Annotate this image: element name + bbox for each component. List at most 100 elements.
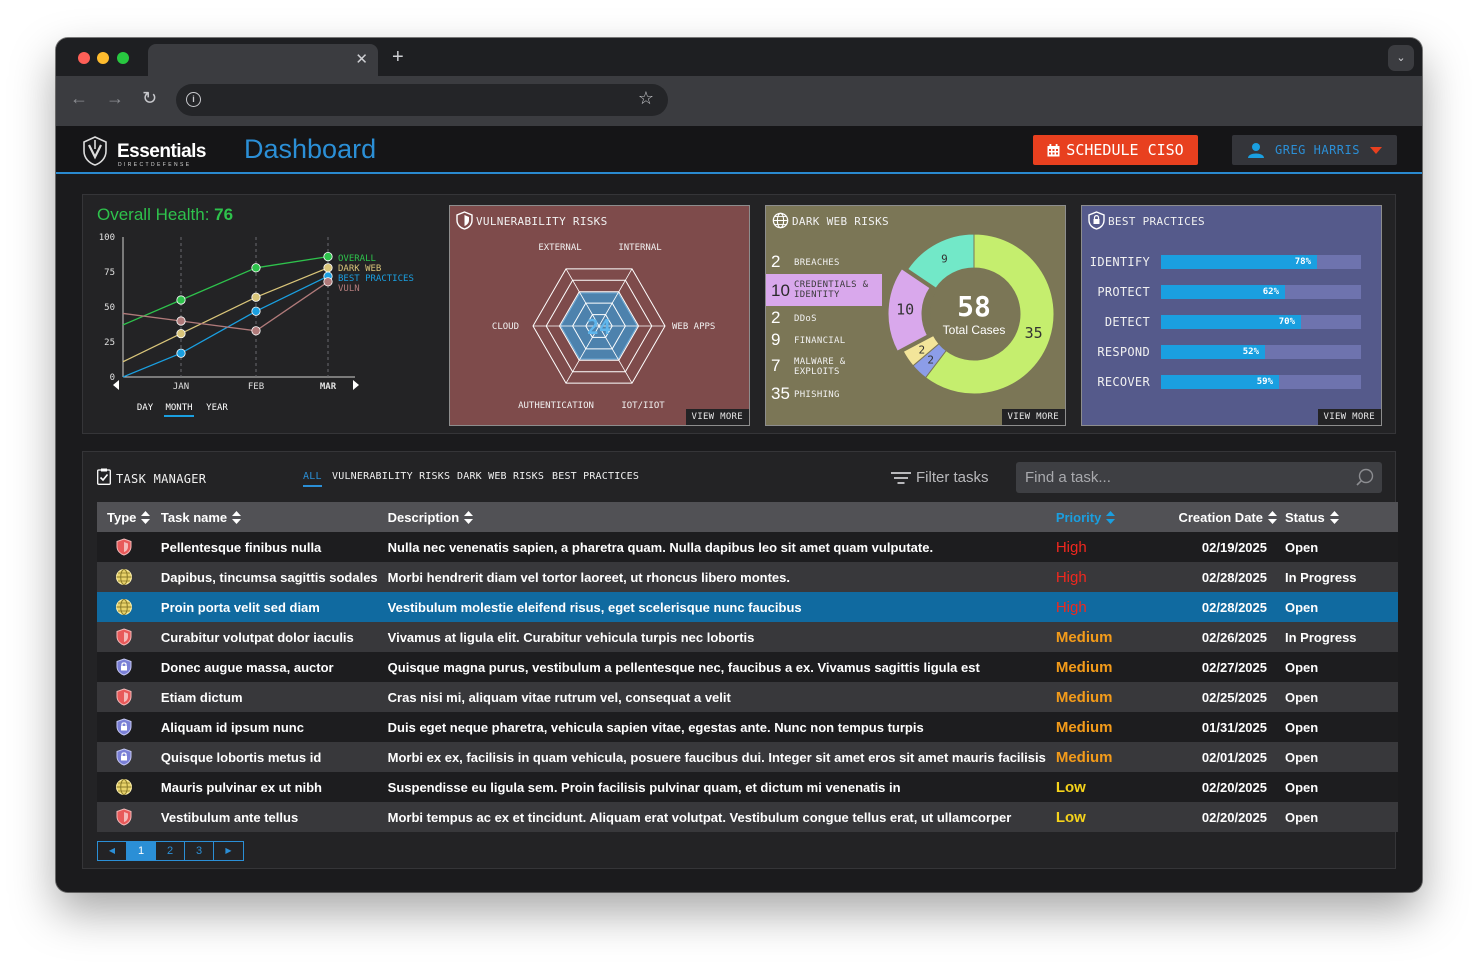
minimize-window-button[interactable] — [97, 52, 109, 64]
dark-web-item[interactable]: 7 MALWARE & EXPLOITS — [766, 354, 882, 383]
best-practices-card[interactable]: BEST PRACTICES IDENTIFY 78% PROTECT 62% DETE… — [1081, 205, 1382, 426]
next-page-icon[interactable]: ▶ — [225, 846, 232, 855]
schedule-ciso-button[interactable]: SCHEDULE CISO — [1033, 135, 1198, 165]
table-row[interactable]: Vestibulum ante tellus Morbi tempus ac ex… — [97, 802, 1398, 832]
best-practice-row[interactable]: DETECT 70% — [1082, 314, 1372, 330]
dark-web-item-count: 9 — [771, 330, 781, 349]
health-legend-entry: OVERALL — [338, 254, 376, 264]
task-filter-all[interactable]: ALL — [303, 471, 322, 487]
table-row[interactable]: Mauris pulvinar ex ut nibh Suspendisse eu… — [97, 772, 1398, 802]
best-practice-label: IDENTIFY — [1089, 255, 1150, 269]
prev-page-icon[interactable]: ◀ — [98, 842, 127, 860]
lock-shield-icon — [1088, 211, 1105, 230]
dark-web-risks-title: DARK WEB RISKS — [792, 215, 889, 228]
dark-web-item[interactable]: 2 DDoS — [766, 306, 882, 335]
task-name-cell: Dapibus, tincumsa sagittis sodales — [160, 562, 388, 592]
dark-web-item-count: 10 — [771, 281, 790, 300]
table-row[interactable]: Proin porta velit sed diam Vestibulum mol… — [97, 592, 1398, 622]
range-day-button[interactable]: DAY — [137, 403, 154, 413]
donut-slice[interactable] — [887, 268, 931, 352]
task-priority-cell: High — [1055, 532, 1172, 562]
table-row[interactable]: Pellentesque finibus nulla Nulla nec vene… — [97, 532, 1398, 562]
sort-icon[interactable] — [464, 510, 474, 524]
page-3-button[interactable]: 3 — [185, 842, 214, 860]
vulnerability-risks-card[interactable]: VULNERABILITY RISKS 24 EXTERNAL INTERNAL WE… — [449, 205, 750, 426]
task-type-cell — [97, 652, 161, 682]
forward-arrow-icon[interactable]: → — [106, 88, 124, 108]
best-practice-fill: 78% — [1161, 255, 1317, 269]
new-tab-icon[interactable]: + — [392, 46, 404, 68]
table-row[interactable]: Curabitur volutpat dolor iaculis Vivamus … — [97, 622, 1398, 652]
range-year-button[interactable]: YEAR — [206, 403, 228, 413]
task-filter-best-practices[interactable]: BEST PRACTICES — [552, 471, 640, 482]
dark-web-item[interactable]: 9 FINANCIAL — [766, 328, 882, 357]
dark-web-risks-card[interactable]: DARK WEB RISKS 2 BREACHES 10 CREDENTIALS & … — [765, 205, 1066, 426]
user-menu-button[interactable]: GREG HARRIS — [1232, 135, 1397, 165]
donut-slice[interactable] — [924, 234, 1055, 395]
range-month-button[interactable]: MONTH — [165, 403, 192, 413]
best-practice-row[interactable]: PROTECT 62% — [1082, 284, 1372, 300]
dark-web-item-count: 2 — [771, 308, 781, 327]
best-practice-row[interactable]: RESPOND 52% — [1082, 344, 1372, 360]
best-practices-view-more-button[interactable]: VIEW MORE — [1317, 409, 1381, 425]
sort-icon[interactable] — [232, 510, 242, 524]
table-row[interactable]: Quisque lobortis metus id Morbi ex ex, fa… — [97, 742, 1398, 772]
page-1-button[interactable]: 1 — [127, 842, 156, 860]
close-tab-icon[interactable]: ✕ — [355, 51, 368, 68]
table-row[interactable]: Etiam dictum Cras nisi mi, aliquam vitae … — [97, 682, 1398, 712]
tab-menu-chevron-icon[interactable]: ⌄ — [1388, 45, 1414, 71]
column-header-type[interactable]: Type — [97, 502, 161, 532]
filter-tasks-button[interactable]: Filter tasks — [891, 469, 989, 486]
best-practice-row[interactable]: RECOVER 59% — [1082, 374, 1372, 390]
dark-web-item[interactable]: 10 CREDENTIALS & IDENTITY — [766, 274, 882, 306]
table-row[interactable]: Aliquam id ipsum nunc Duis eget neque pha… — [97, 712, 1398, 742]
close-window-button[interactable] — [78, 52, 90, 64]
address-bar[interactable]: i ☆ — [176, 84, 668, 116]
clipboard-check-icon — [97, 468, 111, 485]
browser-tab[interactable]: ✕ — [148, 44, 378, 76]
table-row[interactable]: Donec augue massa, auctor Quisque magna p… — [97, 652, 1398, 682]
health-data-point — [176, 329, 186, 339]
column-header-status[interactable]: Status — [1285, 502, 1398, 532]
dark-web-item[interactable]: 35 PHISHING — [766, 382, 882, 411]
chart-next-arrow-icon[interactable] — [353, 380, 359, 390]
task-priority-cell: Medium — [1055, 742, 1172, 772]
health-series-line — [122, 267, 329, 363]
sort-icon[interactable] — [1268, 510, 1277, 524]
donut-slice[interactable] — [907, 234, 975, 289]
task-filter-dark-web-risks[interactable]: DARK WEB RISKS — [457, 471, 545, 482]
sort-icon[interactable] — [1329, 510, 1339, 524]
dark-web-view-more-button[interactable]: VIEW MORE — [1001, 409, 1065, 425]
page-2-button[interactable]: 2 — [156, 842, 185, 860]
shield-icon — [116, 538, 132, 556]
dark-web-item[interactable]: 2 BREACHES — [766, 250, 882, 279]
column-header-description[interactable]: Description — [387, 502, 1056, 532]
reload-icon[interactable]: ↻ — [142, 88, 158, 108]
radar-axis-label: CLOUD — [492, 322, 519, 332]
task-search-input[interactable] — [1016, 462, 1346, 493]
donut-slice[interactable] — [902, 334, 940, 367]
task-date-cell: 02/20/2025 — [1171, 772, 1285, 802]
task-filter-vulnerability-risks[interactable]: VULNERABILITY RISKS — [332, 471, 451, 482]
back-arrow-icon[interactable]: ← — [70, 88, 88, 108]
column-header-priority[interactable]: Priority — [1055, 502, 1172, 532]
vulnerability-view-more-button[interactable]: VIEW MORE — [685, 409, 749, 425]
bookmark-star-icon[interactable]: ☆ — [637, 88, 654, 108]
caret-down-icon[interactable] — [1370, 147, 1382, 154]
task-description-cell: Suspendisse eu ligula sem. Proin facilis… — [387, 772, 1056, 802]
best-practice-track: 59% — [1161, 375, 1361, 389]
task-priority-cell: Medium — [1055, 682, 1172, 712]
column-header-task-name[interactable]: Task name — [160, 502, 388, 532]
table-row[interactable]: Dapibus, tincumsa sagittis sodales Morbi … — [97, 562, 1398, 592]
task-type-cell — [97, 772, 161, 802]
best-practice-row[interactable]: IDENTIFY 78% — [1082, 254, 1372, 270]
radar-axis-label: AUTHENTICATION — [518, 401, 594, 411]
site-info-icon[interactable]: i — [186, 92, 201, 107]
column-header-creation-date[interactable]: Creation Date — [1171, 502, 1285, 532]
sort-icon[interactable] — [141, 510, 151, 524]
maximize-window-button[interactable] — [117, 52, 129, 64]
chart-prev-arrow-icon[interactable] — [113, 380, 119, 390]
search-icon[interactable] — [1356, 468, 1374, 486]
shield-icon — [116, 688, 132, 706]
sort-icon[interactable] — [1106, 510, 1116, 524]
